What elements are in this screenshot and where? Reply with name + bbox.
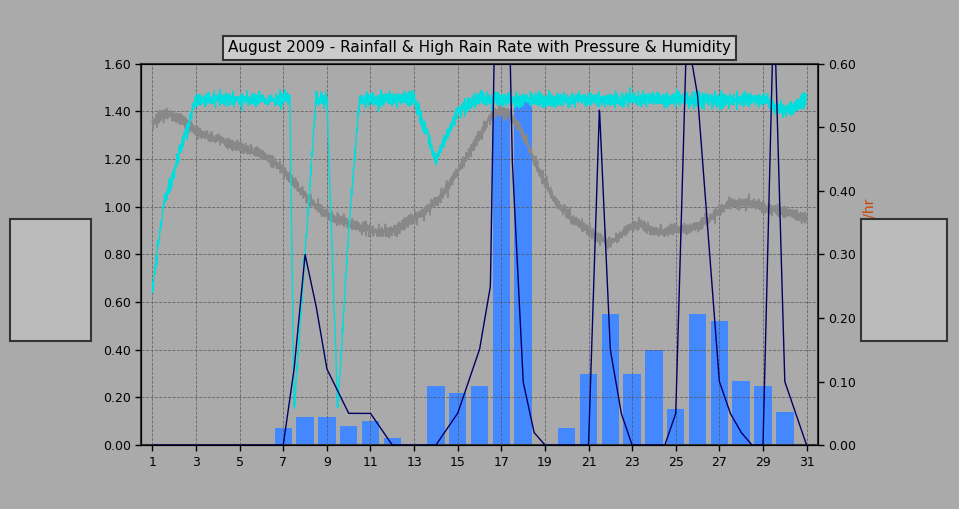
- Y-axis label: Rain - in: Rain - in: [82, 226, 96, 283]
- Bar: [339, 426, 358, 445]
- Bar: [645, 350, 663, 445]
- Bar: [471, 385, 488, 445]
- Bar: [733, 381, 750, 445]
- Title: August 2009 - Rainfall & High Rain Rate with Pressure & Humidity: August 2009 - Rainfall & High Rain Rate …: [228, 40, 731, 55]
- Bar: [427, 385, 445, 445]
- Bar: [755, 385, 772, 445]
- Bar: [601, 314, 620, 445]
- Bar: [449, 392, 466, 445]
- Bar: [776, 412, 793, 445]
- Y-axis label: Rain Rate - in/hr: Rain Rate - in/hr: [863, 198, 877, 310]
- Bar: [384, 438, 401, 445]
- Bar: [362, 421, 379, 445]
- Bar: [580, 374, 597, 445]
- Bar: [623, 374, 641, 445]
- Bar: [318, 416, 336, 445]
- Bar: [274, 429, 292, 445]
- Bar: [689, 314, 706, 445]
- Bar: [711, 321, 728, 445]
- Bar: [667, 409, 685, 445]
- Bar: [514, 99, 532, 445]
- Bar: [558, 429, 575, 445]
- Bar: [40, 256, 60, 321]
- Bar: [493, 111, 510, 445]
- Bar: [296, 416, 314, 445]
